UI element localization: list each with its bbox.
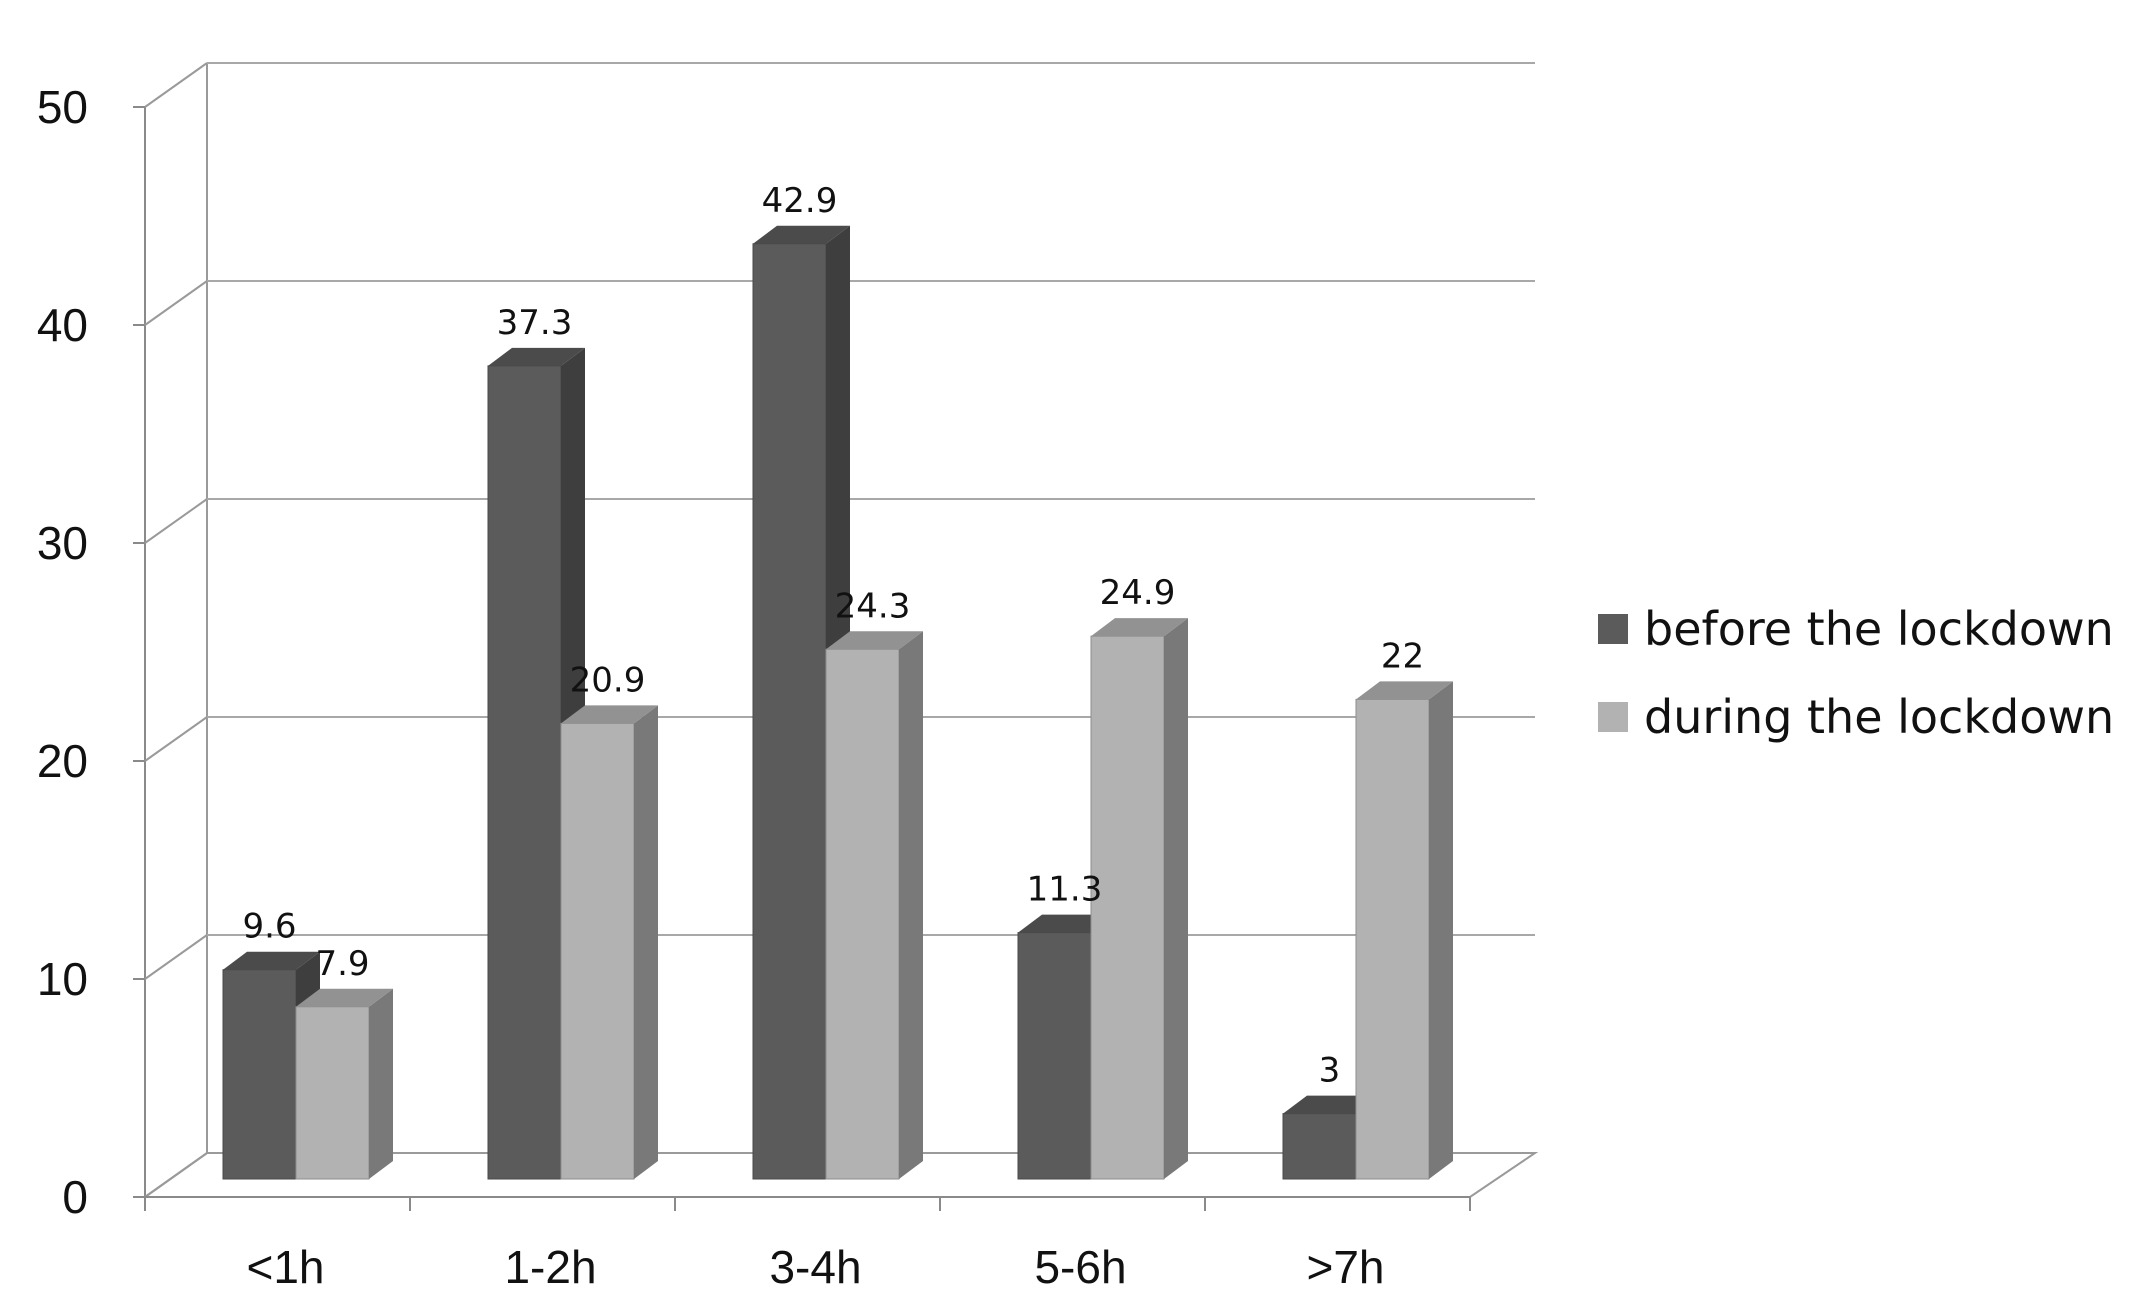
bar — [560, 705, 658, 1180]
legend-label-during: during the lockdown — [1644, 690, 2115, 744]
bar — [825, 631, 923, 1180]
bar-top — [488, 347, 585, 366]
legend-label-before: before the lockdown — [1644, 602, 2114, 656]
data-label: 22 — [1381, 636, 1424, 676]
bar-top — [826, 631, 923, 650]
data-label: 24.9 — [1100, 573, 1176, 613]
bar-top — [223, 951, 320, 970]
x-axis-tick-labels: <1h 1-2h 3-4h 5-6h >7h — [246, 1241, 1384, 1293]
data-label: 42.9 — [762, 181, 838, 221]
bar-side — [1429, 681, 1453, 1179]
y-axis-tick-labels: 0 10 20 30 40 50 — [37, 81, 88, 1223]
y-tick-label: 50 — [37, 81, 88, 133]
legend: before the lockdown during the lockdown — [1598, 585, 2114, 761]
legend-swatch-before — [1598, 614, 1628, 644]
y-tick-label: 20 — [37, 735, 88, 787]
bar-side — [1164, 618, 1188, 1179]
bar — [295, 988, 393, 1180]
bar-top — [296, 988, 393, 1007]
bar-front — [1017, 932, 1092, 1180]
bar-front — [752, 243, 827, 1180]
bar-side — [369, 988, 393, 1179]
data-label: 37.3 — [497, 303, 573, 343]
y-tick-label: 30 — [37, 517, 88, 569]
x-tick-label: <1h — [246, 1241, 324, 1293]
bar-top — [753, 225, 850, 244]
bar-top — [1091, 618, 1188, 637]
bar-top — [1356, 681, 1453, 700]
bar — [1090, 618, 1188, 1180]
data-label: 24.3 — [835, 586, 911, 626]
x-tick-label: 3-4h — [769, 1241, 861, 1293]
bar-side — [899, 631, 923, 1179]
bar-front — [560, 722, 635, 1180]
y-tick-label: 0 — [62, 1171, 88, 1223]
data-label: 7.9 — [315, 944, 369, 984]
bar-front — [1355, 698, 1430, 1180]
bar-front — [1282, 1113, 1357, 1180]
y-tick-label: 40 — [37, 299, 88, 351]
data-label: 3 — [1319, 1051, 1341, 1091]
gridline-diagonal — [144, 498, 208, 544]
y-tick-label: 10 — [37, 953, 88, 1005]
bar — [1355, 681, 1453, 1180]
data-label: 11.3 — [1027, 870, 1103, 910]
gridline-diagonal — [144, 934, 208, 980]
legend-swatch-during — [1598, 702, 1628, 732]
gridline-diagonal — [144, 62, 208, 108]
bar-front — [1090, 635, 1165, 1180]
legend-item-before: before the lockdown — [1598, 585, 2114, 673]
gridline-diagonal — [144, 1152, 208, 1198]
data-label: 9.6 — [242, 907, 296, 947]
gridline-diagonal — [144, 716, 208, 762]
x-tick-label: 5-6h — [1034, 1241, 1126, 1293]
x-tick-label: 1-2h — [504, 1241, 596, 1293]
bar-front — [222, 969, 297, 1180]
x-tick-label: >7h — [1306, 1241, 1384, 1293]
chart-walls-and-gridlines — [133, 62, 1539, 1211]
bar-top — [561, 705, 658, 724]
bar-front — [825, 648, 900, 1180]
data-labels: 9.6 7.9 37.3 20.9 42.9 24.3 11.3 24.9 3 22 — [242, 181, 1424, 1091]
data-label: 20.9 — [570, 660, 646, 700]
bar-front — [487, 365, 562, 1180]
bar-side — [634, 705, 658, 1179]
bars — [222, 225, 1453, 1180]
gridline-diagonal — [144, 280, 208, 326]
bar-front — [295, 1006, 370, 1180]
legend-item-during: during the lockdown — [1598, 673, 2114, 761]
